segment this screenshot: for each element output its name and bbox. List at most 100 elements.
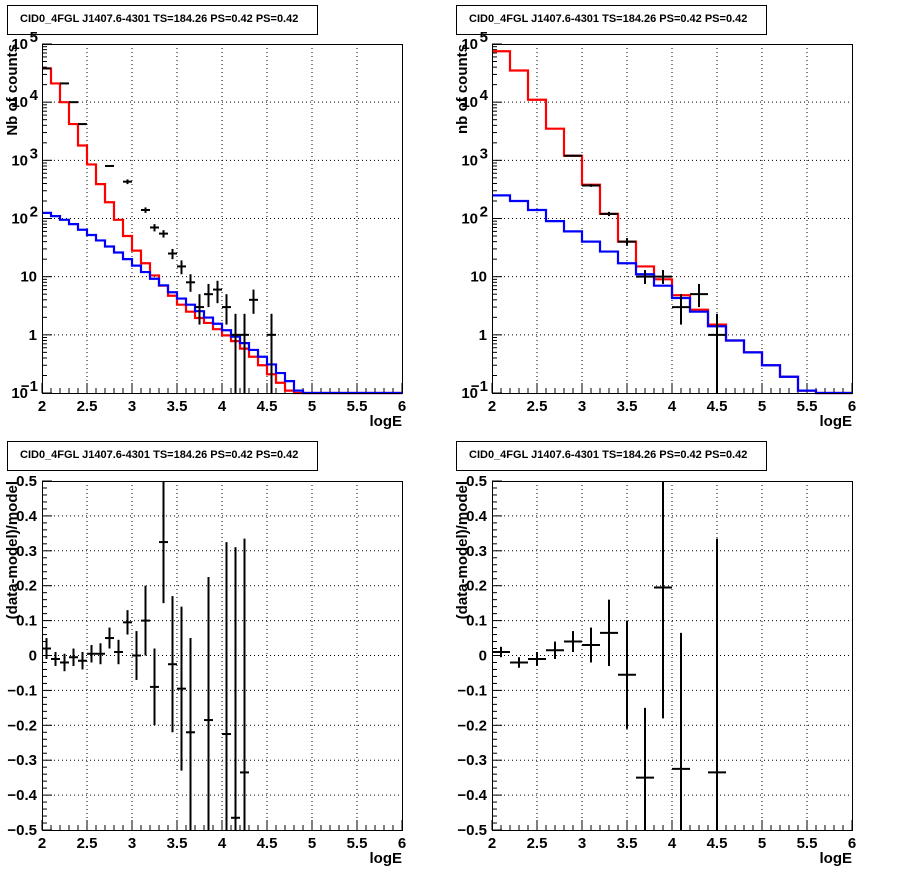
x-axis-title: logE xyxy=(370,413,403,430)
data-point xyxy=(123,610,132,635)
y-tick-label: 10 xyxy=(461,211,478,228)
x-tick-label: 2.5 xyxy=(77,835,98,852)
y-axis-title: (data-model)/model xyxy=(4,481,21,619)
x-tick-label: 2 xyxy=(38,835,46,852)
data-point xyxy=(186,274,195,292)
data-point xyxy=(213,280,222,304)
data-point xyxy=(672,294,690,325)
y-tick-label: 0 xyxy=(29,648,37,665)
y-tick-label: 10 xyxy=(11,211,28,228)
y-tick-exponent: 4 xyxy=(30,87,39,104)
x-tick-label: 3.5 xyxy=(617,398,638,415)
data-point xyxy=(150,648,159,726)
y-tick-label: 0.3 xyxy=(16,543,37,560)
x-tick-label: 5 xyxy=(308,398,316,415)
data-point xyxy=(654,270,672,284)
y-tick-label: 1 xyxy=(479,327,487,344)
y-tick-label: 0.4 xyxy=(16,508,38,525)
chart-title: CID0_4FGL J1407.6-4301 TS=184.26 PS=0.42… xyxy=(20,449,298,461)
data-point xyxy=(204,283,213,308)
x-tick-label: 2.5 xyxy=(77,398,98,415)
data-point xyxy=(672,632,690,830)
plot-frame xyxy=(42,481,403,831)
data-point xyxy=(564,154,582,157)
chart-panel-p2: CID0_4FGL J1407.6-4301 TS=184.26 PS=0.42… xyxy=(454,5,856,430)
x-tick-label: 3 xyxy=(578,835,586,852)
y-tick-label: 0.1 xyxy=(466,613,487,630)
data-point xyxy=(168,596,177,733)
title-box xyxy=(456,441,767,471)
data-point xyxy=(78,652,87,670)
x-tick-label: 3.5 xyxy=(167,398,188,415)
y-tick-label: 0.1 xyxy=(16,613,37,630)
data-point xyxy=(600,211,618,217)
chart-title: CID0_4FGL J1407.6-4301 TS=184.26 PS=0.42… xyxy=(469,13,747,25)
data-point xyxy=(60,82,69,85)
plot-frame xyxy=(492,44,853,394)
data-point xyxy=(708,313,726,393)
y-tick-label: 10 xyxy=(461,152,478,169)
grid xyxy=(492,481,852,830)
x-tick-label: 2 xyxy=(38,398,46,415)
plot-frame xyxy=(492,481,853,831)
data-point xyxy=(150,224,159,232)
data-point xyxy=(141,585,150,656)
x-tick-label: 6 xyxy=(848,398,856,415)
x-tick-label: 2.5 xyxy=(527,835,548,852)
data-point xyxy=(105,627,114,649)
y-tick-label: −0.5 xyxy=(457,822,487,839)
y-tick-label: 0.4 xyxy=(466,508,488,525)
data-point xyxy=(87,645,96,663)
data-point xyxy=(186,638,195,830)
data-point xyxy=(240,538,249,830)
y-tick-label: −0.4 xyxy=(7,787,37,804)
data-point xyxy=(222,542,231,830)
x-tick-label: 5 xyxy=(308,835,316,852)
grid xyxy=(42,481,402,830)
data-point xyxy=(114,639,123,665)
data-point xyxy=(42,638,51,659)
data-point xyxy=(51,652,60,666)
data-point xyxy=(105,164,114,167)
data-point xyxy=(204,576,213,830)
data-point xyxy=(177,606,186,771)
y-tick-exponent: 2 xyxy=(480,204,488,221)
y-tick-label: 10 xyxy=(470,269,487,286)
data-point xyxy=(636,270,654,284)
data-point xyxy=(654,481,672,719)
y-tick-exponent: 2 xyxy=(30,204,38,221)
chart-panel-p4: CID0_4FGL J1407.6-4301 TS=184.26 PS=0.42… xyxy=(454,441,856,867)
x-tick-label: 4.5 xyxy=(707,398,728,415)
y-tick-label: −0.2 xyxy=(457,717,487,734)
data-point xyxy=(222,294,231,325)
data-point xyxy=(618,238,636,246)
x-tick-label: 4 xyxy=(218,398,227,415)
data-point xyxy=(231,313,240,393)
x-tick-label: 3.5 xyxy=(617,835,638,852)
data-point xyxy=(249,289,258,314)
data-point xyxy=(42,67,51,70)
data-point xyxy=(582,184,600,187)
x-tick-label: 3.5 xyxy=(167,835,188,852)
x-tick-label: 3 xyxy=(128,398,136,415)
y-tick-exponent: 4 xyxy=(480,87,489,104)
x-tick-label: 5.5 xyxy=(797,835,818,852)
data-point xyxy=(69,101,78,104)
y-axis-title: nb of counts xyxy=(454,44,471,134)
y-tick-label: 10 xyxy=(11,94,28,111)
y-tick-label: −0.5 xyxy=(7,822,37,839)
data-point xyxy=(690,283,708,308)
y-tick-label: 0.3 xyxy=(466,543,487,560)
y-tick-label: 10 xyxy=(461,36,478,53)
y-tick-exponent: 3 xyxy=(30,145,38,162)
data-point xyxy=(528,652,546,666)
x-tick-label: 4 xyxy=(218,835,227,852)
x-tick-label: 3 xyxy=(128,835,136,852)
x-axis-title: logE xyxy=(820,850,853,867)
y-tick-label: 0.2 xyxy=(16,578,37,595)
y-tick-exponent: −1 xyxy=(21,378,38,395)
data-point xyxy=(636,707,654,830)
grid xyxy=(42,44,402,393)
data-point xyxy=(141,207,150,213)
